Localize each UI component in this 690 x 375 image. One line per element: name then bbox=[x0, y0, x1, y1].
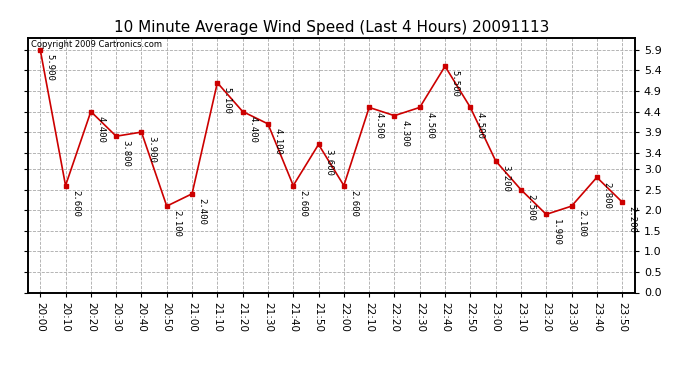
Text: 2.200: 2.200 bbox=[628, 206, 637, 233]
Text: 5.500: 5.500 bbox=[451, 70, 460, 98]
Text: 5.900: 5.900 bbox=[46, 54, 55, 81]
Text: 4.400: 4.400 bbox=[248, 116, 257, 142]
Text: 2.600: 2.600 bbox=[71, 190, 80, 217]
Text: 3.600: 3.600 bbox=[324, 148, 333, 176]
Text: 3.900: 3.900 bbox=[147, 136, 156, 163]
Text: 2.600: 2.600 bbox=[349, 190, 358, 217]
Text: 3.200: 3.200 bbox=[501, 165, 510, 192]
Text: 4.300: 4.300 bbox=[400, 120, 409, 147]
Text: 2.100: 2.100 bbox=[172, 210, 181, 237]
Text: Copyright 2009 Cartronics.com: Copyright 2009 Cartronics.com bbox=[30, 40, 161, 49]
Text: 2.800: 2.800 bbox=[602, 182, 611, 209]
Text: 4.500: 4.500 bbox=[476, 112, 485, 138]
Text: 1.900: 1.900 bbox=[552, 219, 561, 245]
Text: 2.600: 2.600 bbox=[299, 190, 308, 217]
Text: 2.500: 2.500 bbox=[526, 194, 535, 221]
Text: 5.100: 5.100 bbox=[223, 87, 232, 114]
Text: 2.100: 2.100 bbox=[577, 210, 586, 237]
Text: 4.500: 4.500 bbox=[375, 112, 384, 138]
Text: 2.400: 2.400 bbox=[197, 198, 206, 225]
Text: 4.100: 4.100 bbox=[273, 128, 282, 155]
Text: 3.800: 3.800 bbox=[121, 140, 130, 167]
Text: 4.500: 4.500 bbox=[425, 112, 434, 138]
Title: 10 Minute Average Wind Speed (Last 4 Hours) 20091113: 10 Minute Average Wind Speed (Last 4 Hou… bbox=[114, 20, 549, 35]
Text: 4.400: 4.400 bbox=[97, 116, 106, 142]
